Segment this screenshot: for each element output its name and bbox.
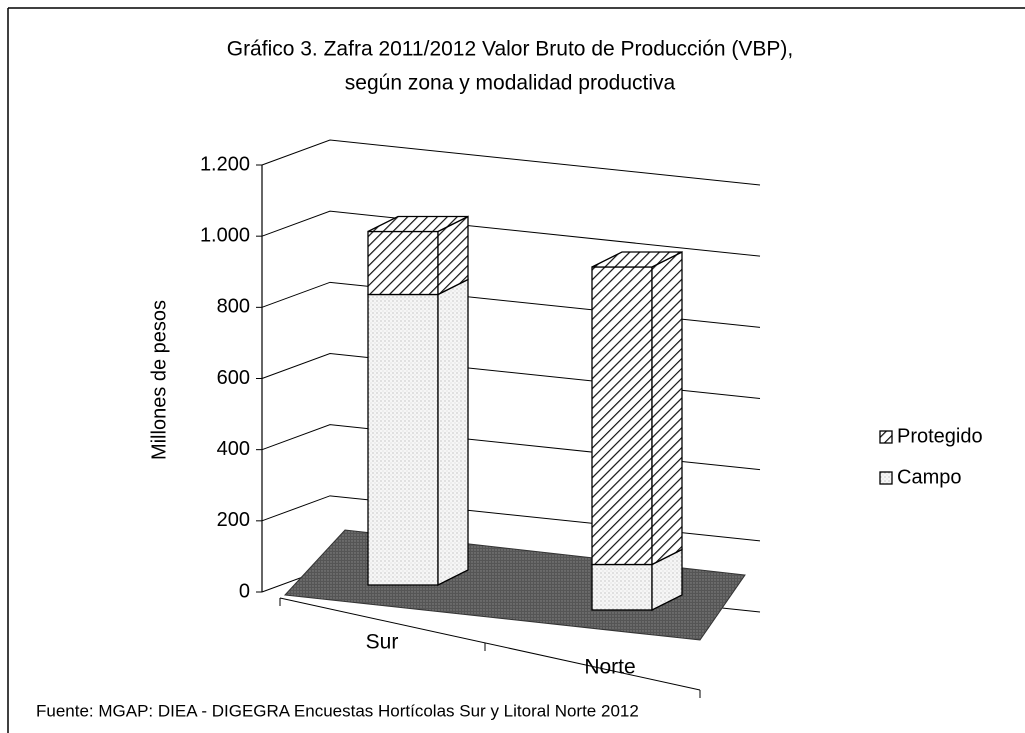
bar-segment [591, 266, 653, 566]
y-tick-label: 400 [217, 438, 250, 460]
bar-side [651, 250, 683, 566]
legend-swatch [879, 430, 893, 444]
y-tick-label: 1.200 [200, 153, 250, 175]
grid-line [261, 139, 761, 186]
chart-title: Gráfico 3. Zafra 2011/2012 Valor Bruto d… [227, 38, 794, 61]
bar-top [591, 251, 683, 268]
legend-swatch [879, 471, 893, 485]
y-axis-label: Millones de pesos [148, 300, 170, 460]
bar-segment [367, 293, 439, 586]
legend-label: Campo [897, 466, 961, 488]
y-tick-label: 0 [239, 580, 250, 602]
x-tick-label: Norte [584, 656, 635, 679]
y-tick-label: 800 [217, 296, 250, 318]
x-tick-label: Sur [366, 631, 399, 654]
grid-line [261, 352, 761, 399]
grid-line [261, 281, 761, 328]
x-axis [279, 597, 701, 691]
legend-label: Protegido [897, 425, 983, 447]
y-tick-label: 200 [217, 509, 250, 531]
grid-line [261, 424, 761, 471]
y-tick-label: 600 [217, 367, 250, 389]
grid-line [261, 495, 761, 542]
source-note: Fuente: MGAP: DIEA - DIGEGRA Encuestas H… [36, 701, 639, 720]
bar-side [437, 278, 469, 587]
grid-line [261, 210, 761, 257]
chart-title: según zona y modalidad productiva [345, 72, 676, 95]
y-tick-label: 1.000 [200, 224, 250, 246]
bar-top [367, 215, 469, 233]
bar-segment [591, 563, 653, 611]
bar-segment [367, 230, 439, 296]
